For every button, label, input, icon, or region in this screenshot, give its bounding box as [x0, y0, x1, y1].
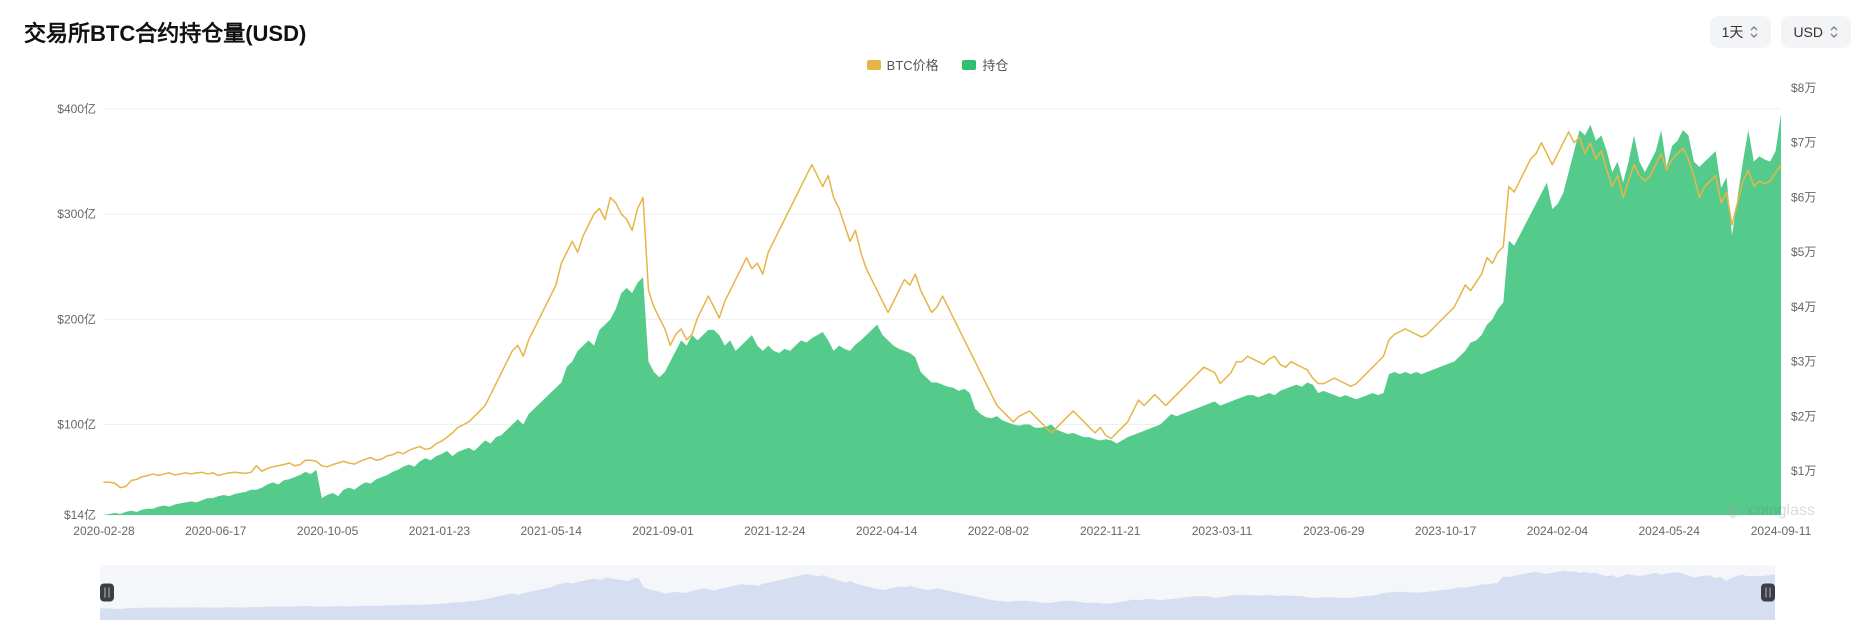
svg-text:$6万: $6万 [1791, 190, 1816, 204]
legend-label-openint: 持仓 [982, 55, 1008, 74]
legend-item-openint[interactable]: 持仓 [962, 55, 1008, 74]
legend-label-price: BTC价格 [887, 55, 939, 74]
svg-text:$300亿: $300亿 [57, 206, 96, 221]
svg-text:2022-11-21: 2022-11-21 [1080, 524, 1141, 538]
interval-dropdown[interactable]: 1天 [1710, 16, 1772, 48]
svg-text:$4万: $4万 [1791, 300, 1816, 314]
currency-dropdown[interactable]: USD [1781, 16, 1851, 48]
legend-swatch-openint [962, 60, 976, 70]
svg-text:$7万: $7万 [1791, 136, 1816, 150]
watermark: coinglass [1724, 502, 1815, 520]
svg-text:$5万: $5万 [1791, 245, 1816, 259]
svg-text:$1万: $1万 [1791, 464, 1816, 478]
svg-text:2024-02-04: 2024-02-04 [1527, 524, 1589, 538]
updown-caret-icon [1749, 25, 1759, 39]
svg-text:$100亿: $100亿 [57, 417, 96, 432]
svg-text:2021-01-23: 2021-01-23 [409, 524, 471, 538]
navigator-handle-right[interactable] [1761, 584, 1775, 602]
svg-text:2022-04-14: 2022-04-14 [856, 524, 918, 538]
navigator-svg [100, 565, 1775, 620]
currency-dropdown-label: USD [1793, 24, 1823, 40]
svg-text:2021-05-14: 2021-05-14 [521, 524, 583, 538]
svg-text:$2万: $2万 [1791, 409, 1816, 423]
legend-swatch-price [867, 60, 881, 70]
main-chart[interactable]: $14亿 $100亿 $200亿 $300亿 $400亿 $1万 $2万 $3万 $4万 $5万 $… [24, 78, 1851, 545]
svg-text:$3万: $3万 [1791, 355, 1816, 369]
svg-text:$14亿: $14亿 [64, 507, 96, 522]
chart-legend: BTC价格 持仓 [0, 55, 1875, 74]
watermark-text: coinglass [1748, 502, 1815, 520]
svg-text:2020-10-05: 2020-10-05 [297, 524, 359, 538]
updown-caret-icon [1829, 25, 1839, 39]
svg-text:$200亿: $200亿 [57, 311, 96, 326]
chart-svg: $14亿 $100亿 $200亿 $300亿 $400亿 $1万 $2万 $3万 $4万 $5万 $… [24, 78, 1851, 545]
legend-item-price[interactable]: BTC价格 [867, 55, 939, 74]
svg-text:2023-10-17: 2023-10-17 [1415, 524, 1477, 538]
navigator-handle-left[interactable] [100, 584, 114, 602]
svg-text:2020-02-28: 2020-02-28 [73, 524, 135, 538]
svg-text:2023-06-29: 2023-06-29 [1303, 524, 1365, 538]
page-title: 交易所BTC合约持仓量(USD) [24, 16, 306, 48]
interval-dropdown-label: 1天 [1722, 22, 1744, 42]
svg-text:2024-05-24: 2024-05-24 [1639, 524, 1701, 538]
shield-icon [1724, 502, 1742, 520]
svg-text:2023-03-11: 2023-03-11 [1192, 524, 1253, 538]
svg-text:2020-06-17: 2020-06-17 [185, 524, 247, 538]
svg-text:2021-09-01: 2021-09-01 [632, 524, 694, 538]
svg-text:$8万: $8万 [1791, 81, 1816, 95]
svg-text:2022-08-02: 2022-08-02 [968, 524, 1030, 538]
svg-text:2021-12-24: 2021-12-24 [744, 524, 806, 538]
svg-text:2024-09-11: 2024-09-11 [1751, 524, 1812, 538]
navigator[interactable] [100, 565, 1775, 620]
svg-text:$400亿: $400亿 [57, 101, 96, 116]
